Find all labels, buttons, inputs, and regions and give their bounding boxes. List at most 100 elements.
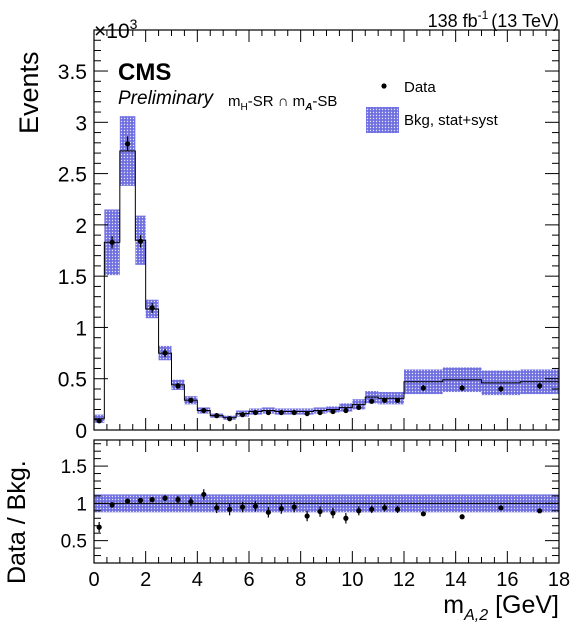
- bkg-histogram: [93, 150, 560, 430]
- data-point: [369, 398, 375, 404]
- data-point: [330, 408, 336, 415]
- y-tick-label: 1.5: [61, 457, 87, 478]
- data-point: [214, 413, 220, 419]
- x-axis-title: mA,2 [GeV]: [443, 591, 559, 624]
- data-point: [227, 416, 233, 422]
- x-tick-label: 4: [192, 569, 203, 591]
- y-tick-label: 3: [75, 112, 87, 135]
- data-point: [265, 409, 271, 416]
- data-point: [343, 407, 349, 414]
- data-point: [537, 383, 543, 389]
- data-point: [291, 409, 297, 416]
- ratio-point: [239, 504, 246, 510]
- ratio-points: [96, 489, 543, 533]
- y-tick-label: 0.5: [61, 532, 87, 553]
- data-point: [252, 409, 259, 416]
- x-tick-label: 12: [393, 569, 415, 591]
- legend-bkg-swatch: [366, 107, 399, 133]
- x-tick-label: 16: [496, 569, 518, 591]
- data-point: [498, 386, 504, 392]
- data-point: [96, 418, 102, 424]
- ratio-point: [498, 505, 504, 511]
- y-tick-label: 1: [76, 494, 87, 515]
- bkg-uncertainty-bands: [94, 116, 559, 423]
- data-points: [96, 136, 543, 424]
- y-tick-label: 0.5: [58, 369, 87, 392]
- data-point: [459, 385, 465, 391]
- legend-data-label: Data: [404, 79, 436, 96]
- lumi-label: 138 fb-1 (13 TeV): [428, 8, 559, 31]
- x-tick-label: 0: [88, 569, 99, 591]
- ratio-point: [214, 505, 220, 511]
- ratio-point: [124, 498, 131, 504]
- ratio-point: [537, 508, 543, 514]
- data-point: [137, 238, 144, 244]
- ratio-point: [304, 513, 310, 519]
- ratio-point: [162, 495, 168, 501]
- ratio-y-ticks: 0.5 1 1.5: [61, 443, 559, 564]
- ratio-y-axis-title: Data / Bkg.: [3, 460, 31, 584]
- region-label: mH-SR ∩ mA-SB: [228, 93, 337, 113]
- ratio-x-ticks: 0 2 4 6 8 10 12 14 16 18: [88, 440, 570, 591]
- multiplier-label: ×103: [94, 16, 138, 43]
- y-tick-label: 2: [75, 215, 87, 238]
- y-tick-label: 0: [75, 420, 87, 443]
- main-panel: 0 0.5 1 1.5 2 2.5 3 3.5 Events ×103 138 fb-1 (13…: [14, 8, 560, 443]
- ratio-point: [394, 506, 401, 512]
- data-point: [162, 350, 168, 356]
- data-point: [149, 305, 155, 311]
- ratio-point: [175, 497, 181, 503]
- data-point: [124, 141, 131, 147]
- ratio-point: [109, 502, 115, 508]
- ratio-point: [330, 510, 336, 516]
- data-point: [278, 409, 284, 416]
- main-y-ticks: 0 0.5 1 1.5 2 2.5 3 3.5: [58, 39, 559, 443]
- ratio-point: [420, 511, 426, 517]
- legend-bkg-label: Bkg, stat+syst: [404, 112, 499, 129]
- data-point: [188, 397, 194, 403]
- ratio-point: [227, 506, 233, 512]
- ratio-point: [252, 503, 259, 509]
- ratio-point: [356, 508, 362, 514]
- ratio-point: [265, 509, 271, 515]
- ratio-point: [317, 508, 323, 515]
- ratio-point: [343, 515, 349, 521]
- data-point: [175, 383, 181, 389]
- data-point: [201, 407, 207, 414]
- ratio-point: [149, 497, 155, 503]
- data-point: [382, 397, 388, 403]
- x-tick-label: 10: [341, 569, 363, 591]
- data-point: [109, 239, 115, 245]
- ratio-point: [188, 499, 194, 505]
- ratio-point: [201, 491, 207, 498]
- ratio-panel: 0 2 4 6 8 10 12 14 16 18 0.5 1 1.5 Data / Bkg. mA,2…: [3, 439, 570, 624]
- ratio-point: [278, 505, 284, 512]
- x-tick-label: 14: [445, 569, 467, 591]
- ratio-point: [369, 506, 375, 512]
- legend-data-marker: [381, 83, 387, 89]
- y-tick-label: 1: [75, 317, 87, 340]
- preliminary-label: Preliminary: [118, 88, 215, 109]
- main-y-axis-title: Events: [14, 51, 44, 134]
- x-tick-label: 6: [243, 569, 254, 591]
- ratio-point: [382, 505, 388, 511]
- x-tick-label: 2: [140, 569, 151, 591]
- ratio-point: [137, 497, 144, 503]
- data-point: [317, 409, 323, 416]
- data-point: [394, 397, 401, 403]
- data-point: [356, 404, 362, 411]
- ratio-point: [459, 514, 465, 520]
- y-tick-label: 2.5: [58, 164, 87, 187]
- y-tick-label: 1.5: [58, 266, 87, 289]
- ratio-point: [291, 504, 297, 510]
- main-x-ticks: [93, 30, 560, 430]
- data-point: [304, 410, 310, 417]
- y-tick-label: 3.5: [58, 61, 87, 84]
- cms-label: CMS: [118, 59, 171, 86]
- data-point: [420, 385, 426, 391]
- x-tick-label: 18: [548, 569, 570, 591]
- legend: Data Bkg, stat+syst: [366, 79, 499, 133]
- data-point: [239, 412, 246, 418]
- x-tick-label: 8: [295, 569, 306, 591]
